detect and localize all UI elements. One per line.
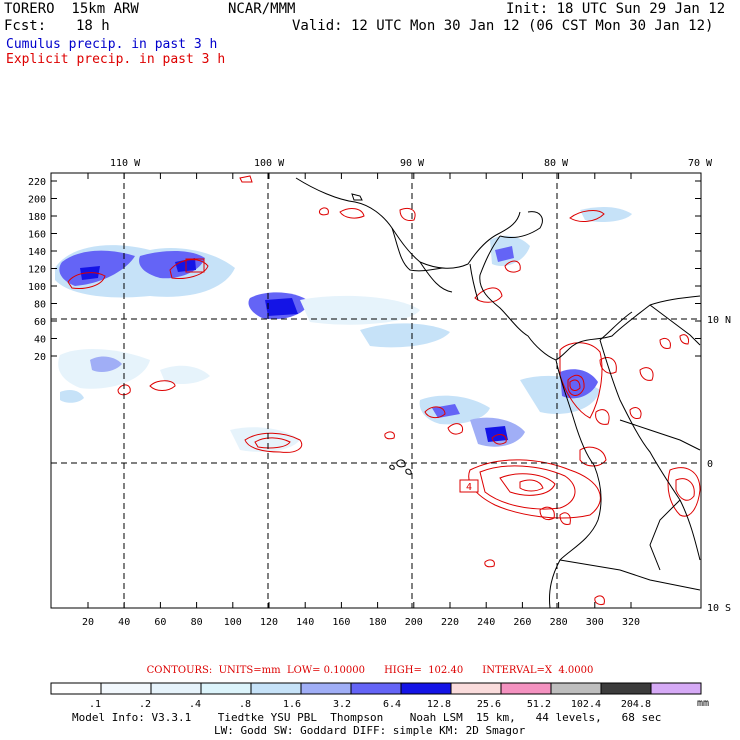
legend-swatch: [300, 682, 352, 695]
legend-label: .8: [239, 699, 251, 710]
x-tick-label: 40: [118, 617, 130, 628]
legend-label: 102.4: [571, 699, 601, 710]
y-tick-label: 140: [28, 247, 46, 258]
lon-label-110w: 110 W: [110, 158, 141, 169]
legend-swatch: [450, 682, 502, 695]
forecast-label: Fcst:: [4, 18, 47, 34]
longitude-labels: 110 W 100 W 90 W 80 W 70 W: [110, 158, 713, 169]
legend-swatch: [50, 682, 102, 695]
lon-label-100w: 100 W: [254, 158, 285, 169]
model-info-line1: Model Info: V3.3.1 Tiedtke YSU PBL Thomp…: [72, 711, 662, 724]
y-tick-label: 120: [28, 265, 46, 276]
legend-label: .4: [189, 699, 201, 710]
valid-time: Valid: 12 UTC Mon 30 Jan 12 (06 CST Mon …: [292, 18, 714, 34]
legend-label: .1: [89, 699, 101, 710]
legend-swatch: [150, 682, 202, 695]
x-tick-label: 160: [332, 617, 350, 628]
y-tick-label: 40: [34, 335, 46, 346]
org-label: NCAR/MMM: [228, 1, 296, 17]
x-tick-label: 100: [224, 617, 242, 628]
cumulus-precip-field: [55, 206, 632, 452]
x-tick-label: 280: [550, 617, 568, 628]
map-frame: [50, 172, 702, 609]
x-tick-label: 220: [441, 617, 459, 628]
coastlines: [295, 177, 701, 609]
x-tick-label: 300: [586, 617, 604, 628]
x-axis-ticks: 20 40 60 80 100 120 140 160 180 200 220 240 260 280 30…: [82, 173, 640, 628]
explicit-precip-contours: [67, 175, 701, 605]
lat-label-0: 0: [707, 459, 713, 470]
legend-swatch: [100, 682, 152, 695]
x-tick-label: 240: [477, 617, 495, 628]
lat-label-10s: 10 S: [707, 603, 731, 614]
legend-swatch: [350, 682, 402, 695]
lat-lon-grid: [51, 173, 701, 608]
x-tick-label: 180: [369, 617, 387, 628]
y-tick-label: 100: [28, 282, 46, 293]
lon-label-70w: 70 W: [688, 158, 713, 169]
forecast-hour: 18 h: [76, 18, 110, 34]
lon-label-90w: 90 W: [400, 158, 425, 169]
x-tick-label: 80: [191, 617, 203, 628]
contour-label: 4: [466, 482, 472, 493]
latitude-labels: 10 N 0 10 S: [707, 315, 731, 614]
legend-label: 12.8: [427, 699, 451, 710]
y-tick-label: 60: [34, 317, 46, 328]
init-time: Init: 18 UTC Sun 29 Jan 12: [506, 1, 726, 17]
y-tick-label: 160: [28, 230, 46, 241]
legend-label: 204.8: [621, 699, 651, 710]
lon-label-80w: 80 W: [544, 158, 569, 169]
legend-label: 3.2: [333, 699, 351, 710]
legend-swatch: [200, 682, 252, 695]
x-tick-label: 140: [296, 617, 314, 628]
model-title: TORERO 15km ARW: [4, 1, 139, 17]
cumulus-caption: Cumulus precip. in past 3 h: [6, 37, 218, 52]
y-tick-label: 220: [28, 177, 46, 188]
legend-swatch: [400, 682, 452, 695]
legend-label: 25.6: [477, 699, 501, 710]
y-tick-label: 20: [34, 352, 46, 363]
legend-label: 1.6: [283, 699, 301, 710]
legend-label: 51.2: [527, 699, 551, 710]
legend-swatch: [250, 682, 302, 695]
y-axis-ticks: 220 200 180 160 140 120 100 80 60 40 20: [28, 177, 701, 363]
y-tick-label: 200: [28, 195, 46, 206]
model-info-line2: LW: Godd SW: Goddard DIFF: simple KM: 2D…: [214, 724, 526, 737]
x-tick-label: 260: [513, 617, 531, 628]
legend-swatch: [550, 682, 602, 695]
x-tick-label: 320: [622, 617, 640, 628]
legend-swatch: [500, 682, 552, 695]
legend-label: 6.4: [383, 699, 401, 710]
x-tick-label: 200: [405, 617, 423, 628]
y-tick-label: 80: [34, 300, 46, 311]
y-tick-label: 180: [28, 212, 46, 223]
legend-unit: mm: [697, 698, 709, 709]
contours-info: CONTOURS: UNITS=mm LOW= 0.10000 HIGH= 10…: [146, 665, 594, 676]
explicit-caption: Explicit precip. in past 3 h: [6, 52, 226, 67]
x-tick-label: 20: [82, 617, 94, 628]
legend-label: .2: [139, 699, 151, 710]
x-tick-label: 60: [154, 617, 166, 628]
contour-label-box: [459, 479, 479, 493]
legend-swatch: [650, 682, 702, 695]
legend-swatch: [600, 682, 652, 695]
lat-label-10n: 10 N: [707, 315, 731, 326]
x-tick-label: 120: [260, 617, 278, 628]
legend-colorbar: .1 .2 .4 .8 1.6 3.2 6.4 12.8 25.6 51.2 102.4 204.8: [50, 682, 702, 710]
